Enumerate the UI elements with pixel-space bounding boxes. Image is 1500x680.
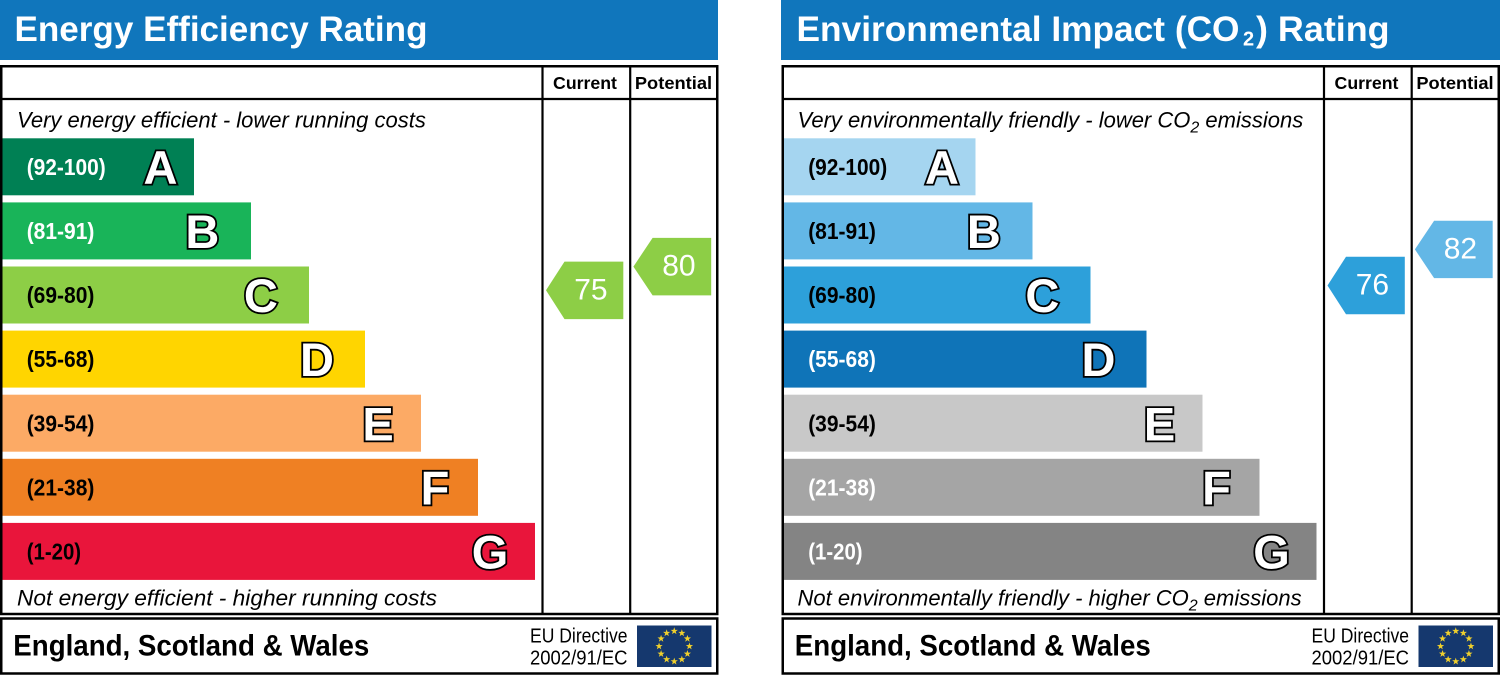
svg-text:(55-68): (55-68) [808,346,876,372]
svg-text:(39-54): (39-54) [27,410,95,436]
svg-text:2002/91/EC: 2002/91/EC [530,648,628,670]
svg-text:(39-54): (39-54) [808,410,876,436]
svg-text:England, Scotland & Wales: England, Scotland & Wales [795,630,1151,663]
svg-text:2: 2 [1243,29,1254,51]
svg-text:Current: Current [1335,73,1399,93]
svg-text:Current: Current [553,73,617,93]
svg-text:EU Directive: EU Directive [530,626,628,648]
svg-text:(1-20): (1-20) [808,539,862,565]
svg-text:D: D [1082,333,1116,386]
svg-text:(21-38): (21-38) [808,474,876,500]
svg-text:75: 75 [574,273,607,306]
svg-text:Not environmentally friendly -: Not environmentally friendly - higher CO… [798,586,1302,615]
svg-text:82: 82 [1444,232,1477,265]
svg-text:D: D [300,333,334,386]
svg-text:Potential: Potential [1416,73,1493,93]
svg-text:Very environmentally friendly: Very environmentally friendly - lower CO… [798,108,1304,137]
svg-text:B: B [967,205,1001,258]
svg-text:Not energy efficient - higher: Not energy efficient - higher running co… [17,586,437,611]
svg-text:(92-100): (92-100) [808,154,887,180]
svg-text:2002/91/EC: 2002/91/EC [1312,648,1410,670]
svg-text:(69-80): (69-80) [27,282,95,308]
svg-text:(55-68): (55-68) [27,346,95,372]
svg-text:G: G [472,526,509,579]
svg-text:A: A [925,141,959,194]
svg-text:Energy Efficiency Rating: Energy Efficiency Rating [15,9,428,49]
svg-text:C: C [244,269,278,322]
svg-text:Very energy efficient - lower: Very energy efficient - lower running co… [17,108,426,133]
svg-text:E: E [1144,397,1175,450]
svg-text:(92-100): (92-100) [27,154,106,180]
svg-text:F: F [421,461,450,514]
svg-text:F: F [1202,461,1231,514]
svg-text:England, Scotland & Wales: England, Scotland & Wales [13,630,369,663]
svg-text:(69-80): (69-80) [808,282,876,308]
svg-text:G: G [1253,526,1290,579]
svg-text:EU Directive: EU Directive [1312,626,1410,648]
svg-text:A: A [144,141,178,194]
svg-text:Environmental Impact (CO: Environmental Impact (CO [797,9,1240,49]
svg-text:(81-91): (81-91) [808,218,876,244]
svg-text:(21-38): (21-38) [27,474,95,500]
svg-text:B: B [185,205,219,258]
svg-text:) Rating: ) Rating [1256,9,1390,49]
svg-text:E: E [362,397,393,450]
svg-text:C: C [1025,269,1059,322]
svg-text:(81-91): (81-91) [27,218,95,244]
svg-text:(1-20): (1-20) [27,539,81,565]
svg-text:Potential: Potential [635,73,712,93]
svg-text:76: 76 [1356,269,1389,302]
svg-text:80: 80 [662,250,695,283]
